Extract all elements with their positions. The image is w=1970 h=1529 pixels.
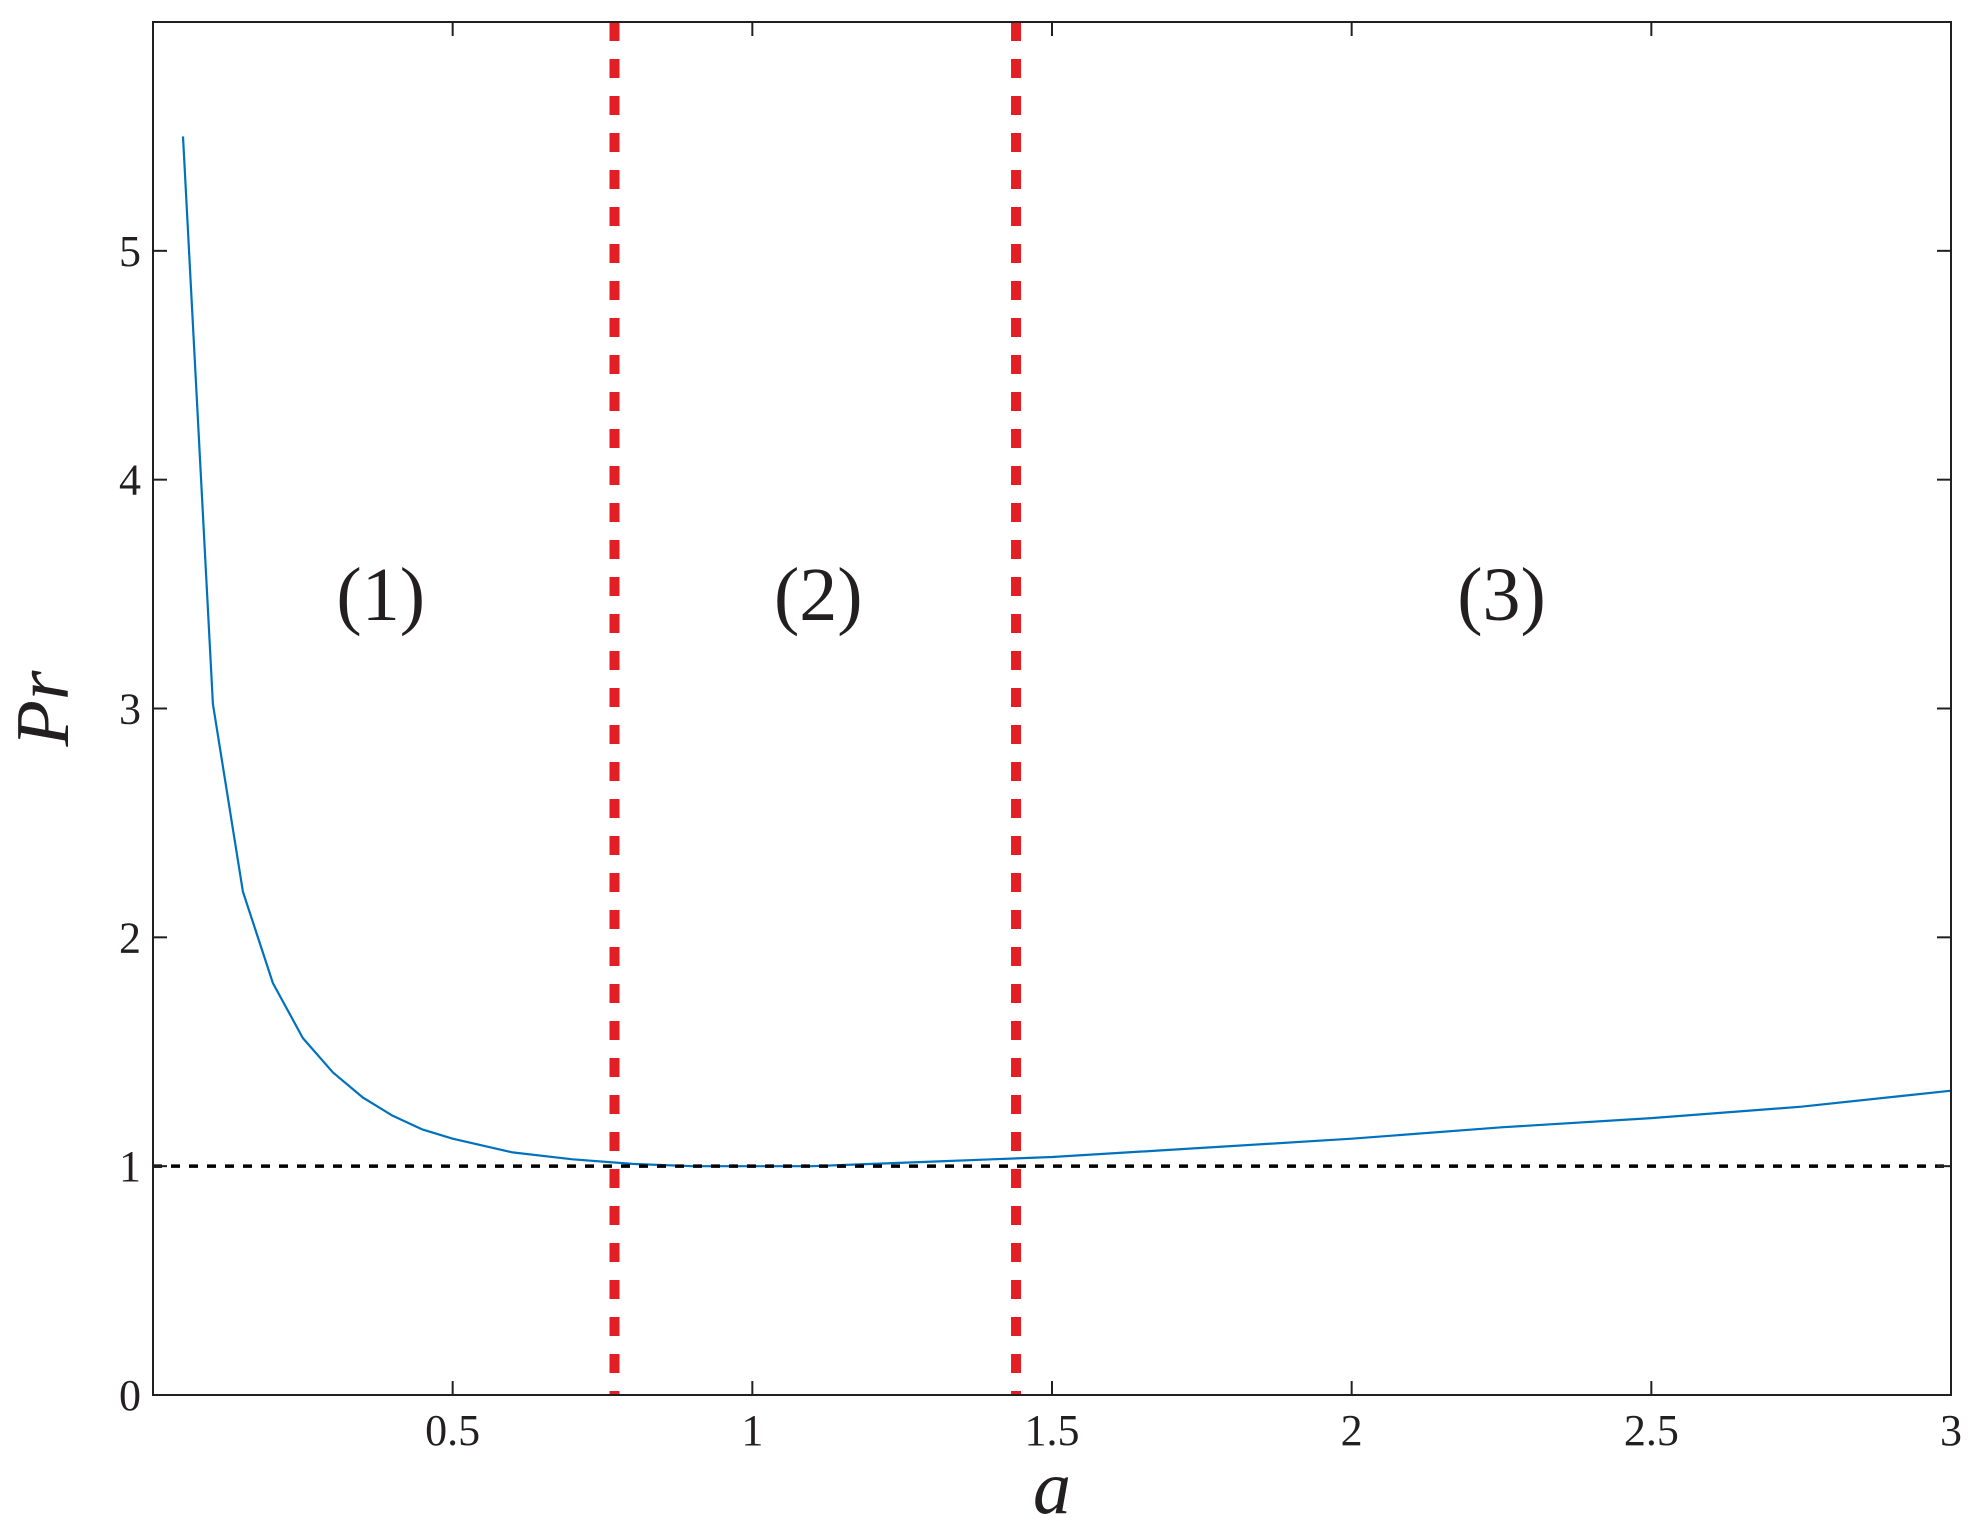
x-tick-label: 1 — [741, 1406, 763, 1455]
tick-labels-layer: 0.5 1 1.5 2 2.5 3 0 1 2 3 4 5 — [119, 227, 1962, 1455]
y-tick-label: 2 — [119, 913, 141, 962]
ticks-layer — [153, 22, 1952, 1396]
x-tick-label: 2.5 — [1624, 1406, 1679, 1455]
x-tick-label: 3 — [1940, 1406, 1962, 1455]
y-tick-label: 0 — [119, 1371, 141, 1420]
x-tick-label: 1.5 — [1025, 1406, 1080, 1455]
region-label-1: (1) — [336, 553, 425, 637]
x-tick-label: 2 — [1341, 1406, 1363, 1455]
region-label-2: (2) — [774, 553, 863, 637]
region-label-3: (3) — [1457, 553, 1546, 637]
annotations-layer: (1) (2) (3) — [336, 553, 1545, 637]
y-tick-label: 4 — [119, 456, 141, 505]
y-tick-label: 5 — [119, 227, 141, 276]
y-tick-label: 1 — [119, 1142, 141, 1191]
y-axis-title: Pr — [1, 670, 85, 747]
x-tick-label: 0.5 — [425, 1406, 480, 1455]
reference-lines-layer — [153, 22, 1951, 1395]
y-tick-label: 3 — [119, 685, 141, 734]
x-axis-title: a — [1033, 1446, 1071, 1524]
